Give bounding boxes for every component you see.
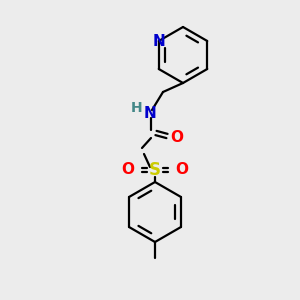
Text: S: S (149, 161, 161, 179)
Text: H: H (131, 101, 143, 115)
Text: N: N (144, 106, 156, 122)
Text: N: N (152, 34, 165, 49)
Text: O: O (176, 163, 188, 178)
Text: O: O (122, 163, 134, 178)
Text: O: O (170, 130, 184, 145)
